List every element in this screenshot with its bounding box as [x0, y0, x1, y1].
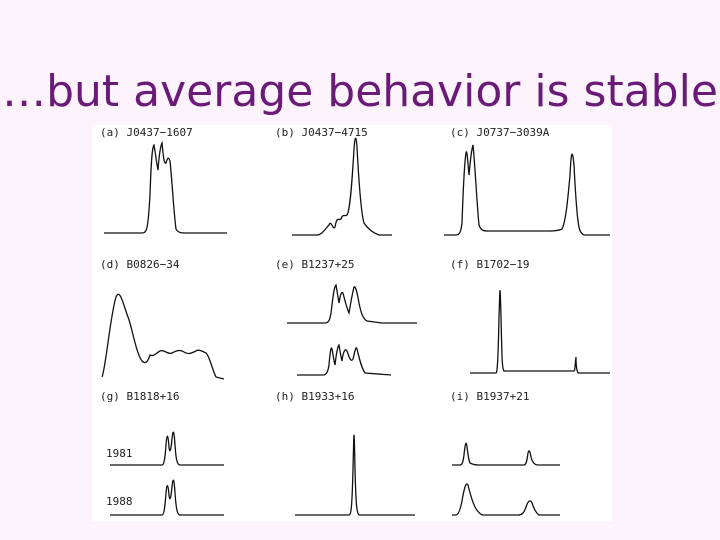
panel-label-c: (c) J0737−3039A [450, 126, 550, 139]
pulse-profile-a [104, 140, 227, 234]
pulse-profile-e-upper [287, 283, 417, 376]
panel-a: (a) J0437−1607 [92, 125, 262, 257]
panel-h: (h) B1933+16 [267, 389, 437, 521]
panel-f: (f) B1702−19 [442, 257, 612, 389]
year-label-1988: 1988 [106, 495, 133, 508]
pulse-profile-i [452, 442, 560, 516]
panel-label-d: (d) B0826−34 [100, 258, 180, 271]
panel-d: (d) B0826−34 [92, 257, 262, 389]
panel-c: (c) J0737−3039A [442, 125, 612, 257]
panel-label-i: (i) B1937+21 [450, 390, 530, 403]
pulse-profile-figure: (a) J0437−1607 (b) J0437−4715 (c) J0737−… [92, 125, 612, 521]
panel-label-g: (g) B1818+16 [100, 390, 180, 403]
panel-label-f: (f) B1702−19 [450, 258, 530, 271]
pulse-profile-h [295, 434, 415, 516]
slide-title: …but average behavior is stable [2, 66, 718, 117]
panel-label-h: (h) B1933+16 [275, 390, 355, 403]
pulse-profile-g [110, 431, 224, 516]
pulse-profile-b [292, 137, 392, 236]
panel-label-a: (a) J0437−1607 [100, 126, 193, 139]
panel-b: (b) J0437−4715 [267, 125, 437, 257]
pulse-profile-d [101, 293, 225, 380]
panel-label-e: (e) B1237+25 [275, 258, 355, 271]
panel-e: (e) B1237+25 [267, 257, 437, 389]
pulse-profile-f [470, 290, 610, 374]
panel-i: (i) B1937+21 [442, 389, 612, 521]
year-label-1981: 1981 [106, 447, 133, 460]
panel-g: (g) B1818+16 1981 1988 [92, 389, 262, 521]
pulse-profile-c [444, 144, 610, 236]
panel-label-b: (b) J0437−4715 [275, 126, 368, 139]
